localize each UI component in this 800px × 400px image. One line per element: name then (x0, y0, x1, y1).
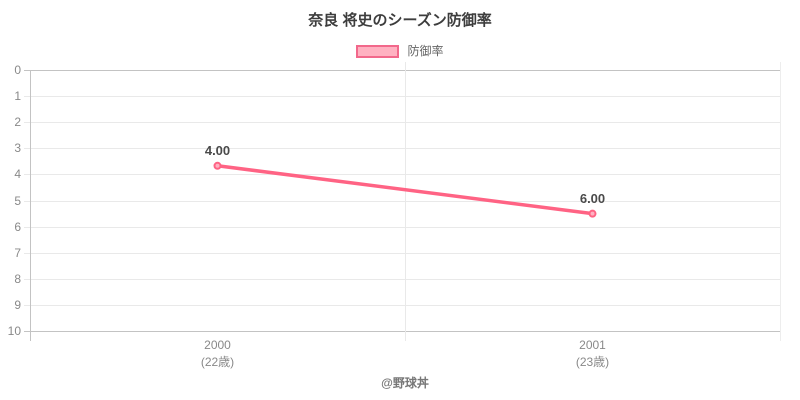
point-value-label: 4.00 (204, 142, 231, 158)
y-tick-label: 2 (14, 115, 21, 130)
y-tick-label: 3 (14, 141, 21, 156)
y-axis-tick (24, 70, 30, 71)
chart-title: 奈良 将史のシーズン防御率 (308, 12, 492, 29)
y-tick-label: 5 (14, 193, 21, 208)
y-axis-tick (24, 331, 30, 332)
footer-credit: @野球丼 (381, 376, 429, 390)
point-value-label: 6.00 (579, 190, 606, 206)
y-axis-tick (24, 226, 30, 228)
y-tick-label: 10 (7, 324, 21, 338)
y-axis-tick (24, 96, 30, 98)
y-axis-tick (24, 252, 30, 254)
y-tick-label: 1 (14, 89, 21, 104)
legend-swatch-icon (356, 45, 400, 58)
y-tick-label: 0 (14, 63, 21, 77)
y-tick-label: 9 (14, 297, 21, 312)
y-axis-tick (24, 278, 30, 280)
y-axis-tick (24, 304, 30, 306)
x-tick-sublabel: (22歳) (200, 355, 235, 369)
gridline-x (780, 62, 781, 341)
y-axis-tick (24, 148, 30, 150)
y-tick-label: 4 (14, 167, 21, 182)
data-point[interactable] (588, 209, 597, 218)
y-tick-label: 6 (14, 219, 21, 234)
legend-item[interactable]: 防御率 (0, 45, 800, 58)
y-tick-label: 7 (14, 245, 21, 260)
data-point[interactable] (213, 161, 222, 170)
y-axis-line (30, 70, 31, 341)
x-tick-label: 2001 (579, 338, 606, 352)
x-tick-sublabel: (23歳) (575, 355, 610, 369)
y-tick-label: 8 (14, 271, 21, 286)
x-tick-label: 2000 (204, 338, 231, 352)
y-axis-tick (24, 174, 30, 176)
y-axis-tick (24, 200, 30, 202)
series-line (215, 164, 595, 216)
legend-label: 防御率 (407, 44, 444, 58)
y-axis-tick (24, 122, 30, 124)
